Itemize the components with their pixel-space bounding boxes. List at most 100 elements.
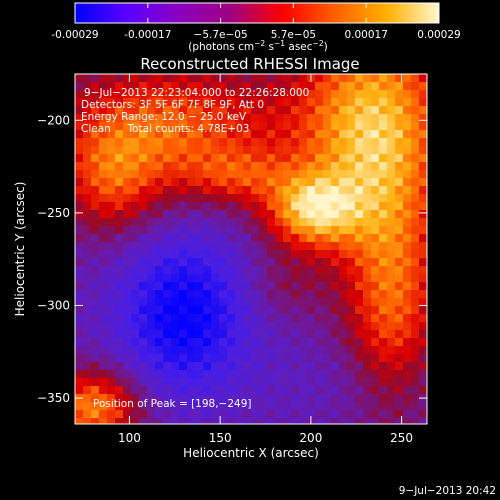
heatmap-cell: [99, 282, 108, 291]
heatmap-cell: [347, 362, 356, 371]
heatmap-cell: [339, 154, 348, 163]
heatmap-cell: [291, 346, 300, 355]
heatmap-cell: [163, 394, 172, 403]
heatmap-cell: [251, 322, 260, 331]
heatmap-cell: [283, 202, 292, 211]
heatmap-cell: [211, 394, 220, 403]
heatmap-cell: [91, 146, 100, 155]
heatmap-cell: [75, 346, 84, 355]
heatmap-cell: [347, 378, 356, 387]
heatmap-cell: [115, 178, 124, 187]
heatmap-cell: [83, 162, 92, 171]
heatmap-cell: [411, 314, 420, 323]
heatmap-cell: [307, 250, 316, 259]
heatmap-cell: [83, 338, 92, 347]
heatmap-cell: [291, 114, 300, 123]
heatmap-cell: [379, 194, 388, 203]
heatmap-cell: [371, 210, 380, 219]
heatmap-cell: [91, 122, 100, 131]
heatmap-cell: [75, 242, 84, 251]
heatmap-cell: [419, 346, 427, 355]
colorbar-tick-label: -0.00029: [51, 29, 98, 41]
heatmap-cell: [211, 226, 220, 235]
heatmap-cell: [163, 370, 172, 379]
heatmap-cell: [395, 162, 404, 171]
heatmap-cell: [243, 82, 252, 91]
heatmap-cell: [259, 90, 268, 99]
heatmap-cell: [75, 274, 84, 283]
heatmap-cell: [187, 306, 196, 315]
heatmap-cell: [259, 338, 268, 347]
heatmap-cell: [363, 378, 372, 387]
heatmap-cell: [347, 242, 356, 251]
heatmap-cell: [155, 338, 164, 347]
heatmap-cell: [315, 266, 324, 275]
heatmap-cell: [235, 114, 244, 123]
heatmap-cell: [219, 242, 228, 251]
heatmap-cell: [155, 178, 164, 187]
heatmap-cell: [139, 354, 148, 363]
heatmap-cell: [259, 226, 268, 235]
heatmap-cell: [179, 314, 188, 323]
heatmap-cell: [227, 250, 236, 259]
heatmap-cell: [227, 290, 236, 299]
heatmap-cell: [171, 338, 180, 347]
heatmap-cell: [91, 98, 100, 107]
heatmap-cell: [219, 394, 228, 403]
heatmap-cell: [259, 130, 268, 139]
heatmap-cell: [267, 346, 276, 355]
heatmap-cell: [403, 386, 412, 395]
heatmap-cell: [227, 330, 236, 339]
heatmap-cell: [123, 170, 132, 179]
heatmap-cell: [115, 74, 124, 83]
annotations: 9−Jul−2013 22:23:04.000 to 22:26:28.000 …: [81, 87, 309, 410]
heatmap-cell: [251, 130, 260, 139]
colorbar-units-label: (photons cm−2 s−1 asec−2): [188, 39, 327, 53]
heatmap-cell: [187, 178, 196, 187]
heatmap-cell: [219, 418, 228, 424]
heatmap-cell: [83, 362, 92, 371]
heatmap-cell: [171, 186, 180, 195]
heatmap-cell: [91, 394, 100, 403]
heatmap-cell: [187, 322, 196, 331]
heatmap-cell: [387, 306, 396, 315]
heatmap-cell: [243, 402, 252, 411]
heatmap-cell: [275, 386, 284, 395]
chart-title: Reconstructed RHESSI Image: [140, 55, 359, 73]
heatmap-cell: [379, 330, 388, 339]
heatmap-cell: [107, 266, 116, 275]
heatmap-cell: [131, 226, 140, 235]
heatmap-cell: [219, 226, 228, 235]
heatmap-cell: [275, 138, 284, 147]
heatmap-cell: [227, 322, 236, 331]
heatmap-cell: [411, 338, 420, 347]
heatmap-cell: [83, 402, 92, 411]
heatmap-cell: [379, 138, 388, 147]
heatmap-cell: [251, 138, 260, 147]
heatmap-cell: [99, 154, 108, 163]
heatmap-cell: [299, 266, 308, 275]
heatmap-cell: [123, 202, 132, 211]
heatmap-cell: [211, 170, 220, 179]
heatmap-cell: [75, 210, 84, 219]
heatmap-cell: [163, 130, 172, 139]
heatmap-cell: [339, 226, 348, 235]
heatmap-cell: [307, 170, 316, 179]
heatmap-cell: [99, 194, 108, 203]
heatmap-cell: [387, 402, 396, 411]
heatmap-cell: [275, 122, 284, 131]
heatmap-cell: [91, 186, 100, 195]
heatmap-cell: [395, 378, 404, 387]
heatmap-cell: [115, 402, 124, 411]
heatmap-cell: [331, 178, 340, 187]
heatmap-cell: [283, 98, 292, 107]
heatmap-cell: [139, 90, 148, 99]
heatmap-cell: [163, 178, 172, 187]
heatmap-cell: [323, 378, 332, 387]
heatmap-cell: [371, 386, 380, 395]
heatmap-cell: [267, 82, 276, 91]
heatmap-cell: [299, 202, 308, 211]
heatmap-cell: [331, 122, 340, 131]
heatmap-cell: [283, 122, 292, 131]
heatmap-cell: [211, 354, 220, 363]
